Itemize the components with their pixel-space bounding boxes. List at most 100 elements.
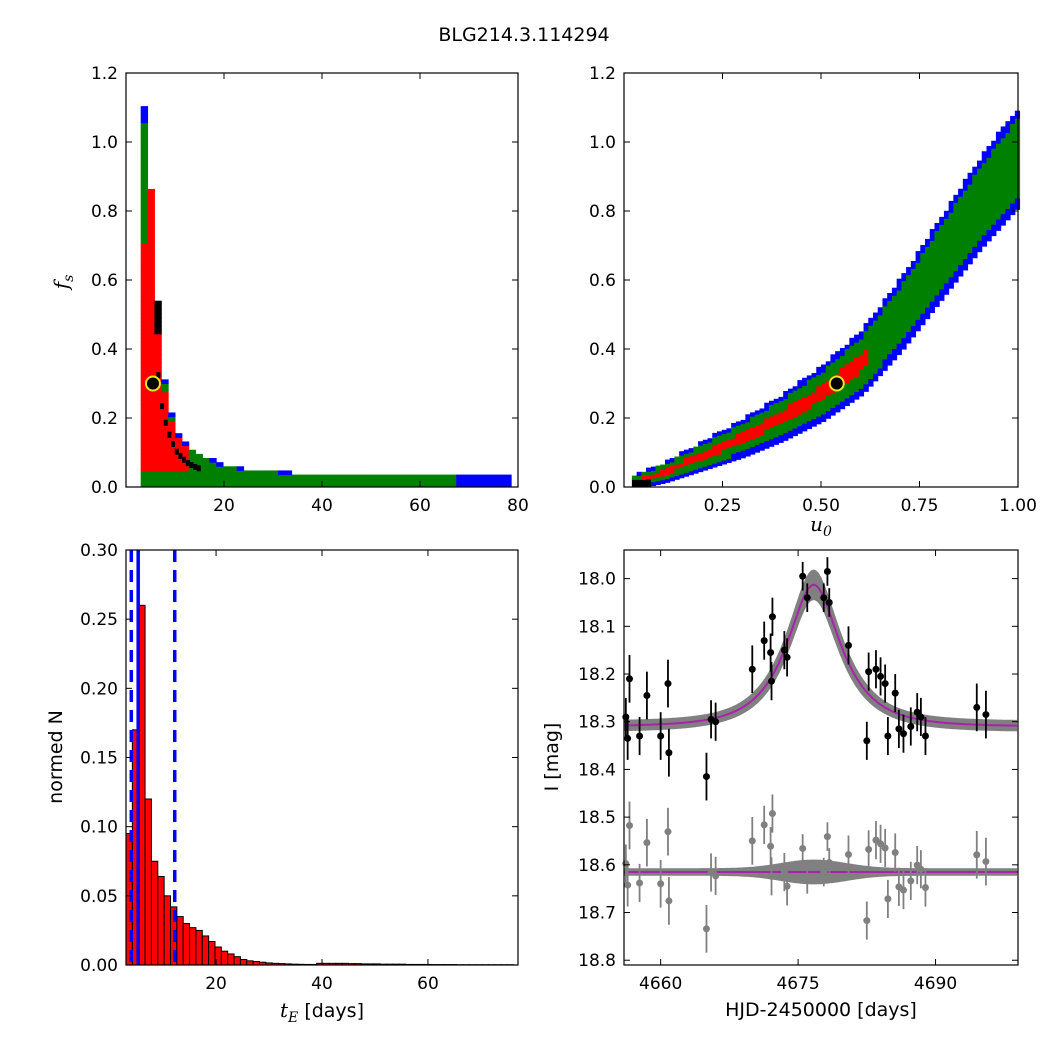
posterior-cell <box>972 234 978 240</box>
posterior-cell <box>1010 169 1016 174</box>
posterior-cell <box>948 227 954 232</box>
posterior-cell <box>939 296 945 301</box>
posterior-cell <box>934 272 940 277</box>
posterior-cell <box>759 423 765 428</box>
posterior-cell <box>939 254 945 260</box>
posterior-cell <box>915 266 921 271</box>
posterior-cell <box>858 388 865 393</box>
posterior-cell <box>958 215 964 220</box>
posterior-cell <box>759 431 765 436</box>
posterior-cell <box>929 289 935 295</box>
panel-fs-vs-u0-xlabel-main: u <box>810 512 823 536</box>
posterior-cell <box>1005 197 1011 202</box>
posterior-cell <box>986 221 992 227</box>
posterior-cell <box>140 118 149 124</box>
posterior-cell <box>839 389 846 395</box>
posterior-cell <box>967 210 973 216</box>
posterior-cell <box>175 437 183 442</box>
posterior-cell <box>768 442 775 447</box>
posterior-cell <box>1005 140 1011 145</box>
best-fit-marker <box>144 375 161 392</box>
data-point <box>982 711 990 719</box>
posterior-cell <box>154 346 162 351</box>
posterior-cell <box>825 387 831 393</box>
posterior-cell <box>797 425 803 430</box>
posterior-cell <box>140 387 149 393</box>
posterior-cell <box>168 429 176 434</box>
posterior-cell <box>806 401 813 407</box>
posterior-cell <box>140 271 149 277</box>
residual-point <box>803 875 811 883</box>
posterior-cell <box>792 412 798 418</box>
posterior-cell <box>972 250 978 255</box>
posterior-cell <box>887 342 893 347</box>
posterior-cell <box>1000 190 1006 196</box>
posterior-cell <box>175 462 183 467</box>
posterior-cell <box>787 396 794 401</box>
residual-point <box>881 844 889 852</box>
posterior-cell <box>943 256 950 261</box>
posterior-cell <box>854 380 860 385</box>
posterior-cell <box>948 254 954 259</box>
best-fit-marker <box>828 375 845 392</box>
posterior-cell <box>731 430 737 435</box>
posterior-cell <box>504 482 512 488</box>
posterior-cell <box>939 251 945 256</box>
posterior-cell <box>891 340 898 346</box>
posterior-cell <box>408 482 416 488</box>
posterior-cell <box>910 272 917 277</box>
posterior-cell <box>925 242 931 248</box>
posterior-cell <box>967 233 973 238</box>
posterior-cell <box>168 424 176 430</box>
posterior-cell <box>986 233 992 238</box>
posterior-cell <box>816 370 822 375</box>
posterior-cell <box>910 287 917 292</box>
posterior-cell <box>844 397 850 403</box>
posterior-cell <box>939 247 945 252</box>
posterior-cell <box>868 332 874 338</box>
posterior-cell <box>873 354 879 359</box>
data-point <box>907 722 915 730</box>
data-point <box>872 665 880 673</box>
panel-tE-histogram-xlabel: tE [days] <box>280 998 364 1026</box>
posterior-cell <box>1010 188 1016 193</box>
posterior-cell <box>740 419 746 425</box>
posterior-cell <box>787 434 794 439</box>
posterior-cell <box>773 440 779 445</box>
posterior-cell <box>901 314 907 320</box>
posterior-cell <box>806 420 813 426</box>
posterior-cell <box>202 474 210 480</box>
panel-tE-histogram-frame <box>125 549 519 966</box>
residual-point <box>921 884 929 892</box>
posterior-cell <box>188 453 197 459</box>
posterior-cell <box>877 333 883 339</box>
figure-title: BLG214.3.114294 <box>438 24 609 46</box>
posterior-cell <box>977 183 983 188</box>
posterior-cell <box>839 370 846 376</box>
posterior-cell <box>712 448 718 453</box>
posterior-cell <box>181 445 190 451</box>
posterior-cell <box>688 467 694 472</box>
posterior-cell <box>915 258 921 263</box>
posterior-cell <box>646 475 652 480</box>
posterior-cell <box>1010 180 1016 185</box>
posterior-cell <box>140 184 149 190</box>
posterior-cell <box>943 237 950 242</box>
posterior-cell <box>839 351 846 357</box>
posterior-cell <box>854 387 860 393</box>
residual-point <box>780 868 788 876</box>
residual-point <box>657 880 665 888</box>
posterior-cell <box>387 478 396 484</box>
posterior-cell <box>986 149 992 155</box>
posterior-cell <box>967 195 973 200</box>
posterior-cell <box>236 478 245 484</box>
posterior-cell <box>948 204 954 209</box>
posterior-cell <box>140 466 149 471</box>
histogram-bar <box>201 935 210 966</box>
posterior-cell <box>154 366 162 372</box>
data-point <box>823 567 831 575</box>
posterior-cell <box>977 190 983 196</box>
posterior-cell <box>716 450 723 455</box>
posterior-cell <box>773 432 779 438</box>
posterior-cell <box>943 290 950 295</box>
